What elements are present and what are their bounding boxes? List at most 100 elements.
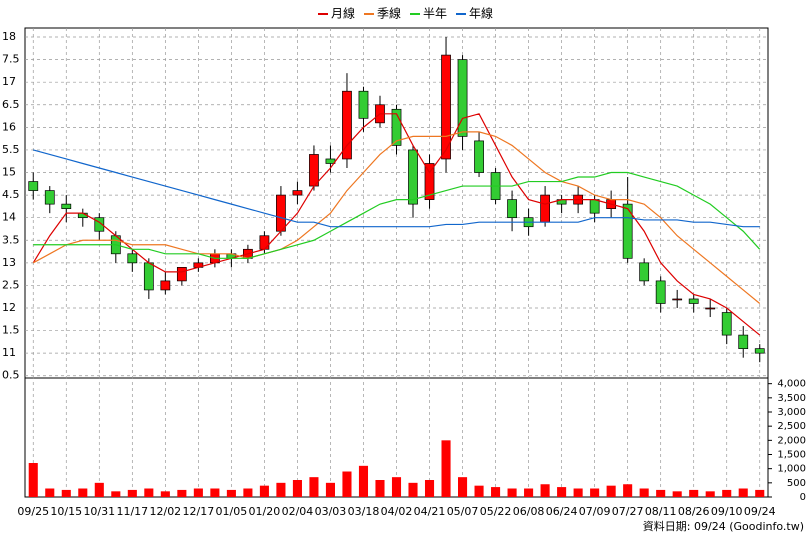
candle-body bbox=[143, 262, 154, 291]
volume-bar bbox=[722, 489, 732, 497]
y-tick-label: 5.5 bbox=[2, 143, 20, 156]
x-tick-label: 07/27 bbox=[612, 505, 644, 518]
x-tick-label: 12/17 bbox=[183, 505, 215, 518]
x-tick-label: 02/04 bbox=[282, 505, 314, 518]
candle-body bbox=[705, 307, 716, 310]
volume-bar bbox=[177, 489, 187, 497]
y2-tick-label: 1,000 bbox=[777, 464, 806, 475]
volume-bar bbox=[61, 489, 71, 497]
candle-body bbox=[622, 203, 633, 259]
ma-line bbox=[33, 171, 761, 259]
volume-bar bbox=[573, 488, 583, 497]
y-tick-label: 3.5 bbox=[2, 233, 20, 246]
y-tick-label: 14 bbox=[2, 211, 16, 224]
y-tick-label: 6.5 bbox=[2, 98, 20, 111]
candle-body bbox=[391, 108, 402, 146]
y2-tick-label: 2,500 bbox=[777, 421, 806, 432]
x-tick-label: 01/20 bbox=[249, 505, 281, 518]
volume-bar bbox=[78, 488, 88, 497]
volume-bar bbox=[738, 488, 748, 497]
volume-bar bbox=[441, 440, 451, 497]
x-tick-label: 05/07 bbox=[447, 505, 479, 518]
candle-body bbox=[94, 217, 105, 232]
x-tick-label: 10/15 bbox=[50, 505, 82, 518]
y2-tick-label: 4,000 bbox=[777, 379, 806, 390]
x-tick-label: 08/11 bbox=[645, 505, 677, 518]
y-tick-label: 17 bbox=[2, 75, 16, 88]
x-tick-label: 04/21 bbox=[414, 505, 446, 518]
volume-bar bbox=[243, 488, 253, 497]
y-tick-label: 7.5 bbox=[2, 53, 20, 66]
candle-body bbox=[507, 199, 517, 219]
volume-bar bbox=[507, 488, 517, 497]
candle-body bbox=[639, 262, 650, 282]
y-tick-label: 0.5 bbox=[2, 369, 20, 382]
volume-bar bbox=[672, 491, 682, 497]
legend-label: 月線 bbox=[331, 6, 355, 21]
x-tick-label: 01/05 bbox=[216, 505, 248, 518]
volume-bar bbox=[193, 488, 203, 497]
volume-bar bbox=[424, 480, 435, 497]
volume-bar bbox=[292, 480, 302, 497]
candle-body bbox=[721, 312, 732, 336]
candle-body bbox=[61, 203, 72, 209]
x-tick-label: 07/09 bbox=[579, 505, 611, 518]
volume-bar bbox=[458, 477, 468, 497]
candle-body bbox=[44, 190, 55, 205]
x-tick-label: 03/03 bbox=[315, 505, 347, 518]
volume-bar bbox=[160, 491, 170, 497]
volume-bar bbox=[325, 482, 335, 497]
volume-bar bbox=[524, 488, 534, 497]
candle-body bbox=[358, 90, 369, 119]
x-tick-label: 03/18 bbox=[348, 505, 380, 518]
volume-bar bbox=[639, 488, 649, 497]
volume-bar bbox=[259, 485, 269, 497]
legend-label: 年線 bbox=[469, 6, 493, 21]
candle-body bbox=[424, 163, 435, 200]
y-tick-label: 18 bbox=[2, 30, 16, 43]
volume-bar bbox=[590, 488, 600, 497]
x-tick-label: 11/17 bbox=[116, 505, 148, 518]
candle-body bbox=[259, 235, 270, 250]
y2-tick-label: 0 bbox=[800, 492, 806, 503]
candle-body bbox=[276, 194, 286, 232]
volume-bar bbox=[111, 491, 121, 497]
y-tick-label: 1.5 bbox=[2, 324, 20, 337]
y-tick-label: 16 bbox=[2, 120, 16, 133]
volume-bar bbox=[408, 482, 418, 497]
candle-body bbox=[655, 280, 666, 304]
volume-bar bbox=[45, 488, 55, 497]
x-tick-label: 05/22 bbox=[480, 505, 512, 518]
x-tick-label: 06/08 bbox=[513, 505, 545, 518]
volume-bar bbox=[474, 485, 484, 497]
x-tick-label: 06/24 bbox=[546, 505, 578, 518]
y2-tick-label: 3,500 bbox=[777, 393, 806, 404]
ma-line bbox=[33, 149, 760, 228]
volume-bar bbox=[210, 488, 220, 497]
candle-body bbox=[688, 298, 699, 304]
y2-tick-label: 500 bbox=[787, 478, 806, 489]
candle-body bbox=[127, 253, 138, 264]
volume-bar bbox=[309, 477, 319, 497]
x-tick-label: 10/31 bbox=[83, 505, 115, 518]
volume-bar bbox=[276, 482, 286, 497]
candle-body bbox=[457, 59, 468, 137]
y2-tick-label: 2,000 bbox=[777, 435, 806, 446]
volume-bar bbox=[358, 465, 369, 497]
x-tick-label: 09/10 bbox=[711, 505, 743, 518]
ma-line bbox=[32, 113, 761, 336]
y2-tick-label: 3,000 bbox=[777, 407, 806, 418]
x-tick-label: 09/24 bbox=[744, 505, 776, 518]
volume-bar bbox=[705, 491, 715, 497]
legend-label: 季線 bbox=[377, 6, 401, 21]
volume-bar bbox=[491, 487, 501, 497]
volume-bar bbox=[623, 484, 633, 497]
candle-body bbox=[176, 267, 187, 282]
y-tick-label: 15 bbox=[2, 166, 16, 179]
volume-bar bbox=[144, 488, 154, 497]
y-tick-label: 11 bbox=[2, 346, 16, 359]
volume-bar bbox=[606, 485, 616, 497]
candle-body bbox=[292, 190, 303, 196]
